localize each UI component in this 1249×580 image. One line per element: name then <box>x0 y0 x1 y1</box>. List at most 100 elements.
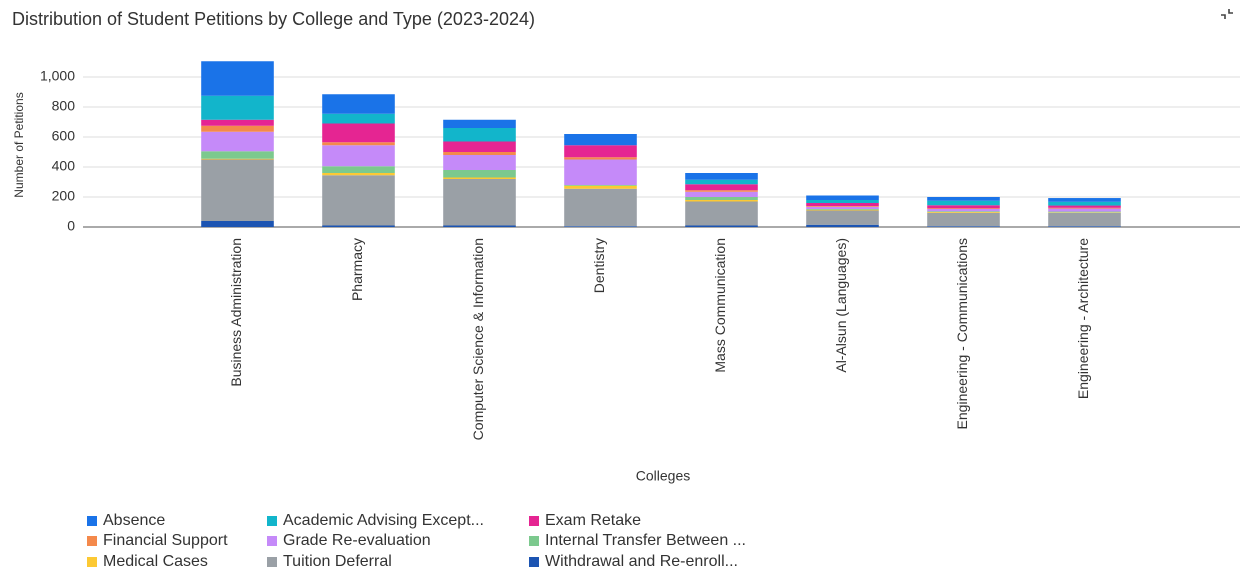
bar-segment <box>322 166 395 173</box>
legend-item: Internal Transfer Between ... <box>529 532 746 549</box>
bar-segment <box>201 159 274 221</box>
bar-segment <box>685 201 758 226</box>
y-tick-label: 600 <box>52 128 76 144</box>
bar-segment <box>564 185 637 189</box>
y-tick-label: 1,000 <box>40 68 75 84</box>
bar-segment <box>564 188 637 227</box>
bar-segment <box>927 209 1000 212</box>
bar-segment <box>564 145 637 158</box>
bar-segment <box>927 197 1000 201</box>
legend-label: Grade Re-evaluation <box>283 532 431 549</box>
bar-segment <box>1048 205 1121 208</box>
x-tick-label: Engineering - Architecture <box>1075 238 1091 399</box>
bar-segment <box>322 123 395 143</box>
bar-segment <box>564 157 637 160</box>
x-tick-label: Mass Communication <box>712 238 728 373</box>
legend-item: Tuition Deferral <box>267 553 392 570</box>
legend-swatch <box>529 516 539 526</box>
legend-item: Exam Retake <box>529 512 641 529</box>
y-tick-label: 200 <box>52 188 76 204</box>
y-axis-label: Number of Petitions <box>12 92 26 197</box>
bar-segment <box>564 134 637 146</box>
bar-segment <box>685 191 758 197</box>
bar-segment <box>927 200 1000 206</box>
bar-segment <box>443 179 516 226</box>
legend-swatch <box>529 557 539 567</box>
bar-segment <box>927 205 1000 209</box>
legend-item: Absence <box>87 512 165 529</box>
x-tick-label: Pharmacy <box>349 238 365 301</box>
bar-segment <box>201 151 274 159</box>
legend-swatch <box>87 536 97 546</box>
x-tick-label: Engineering - Communications <box>954 238 970 429</box>
bar-segment <box>1048 198 1121 202</box>
legend-swatch <box>87 557 97 567</box>
x-tick-label: Dentistry <box>591 238 607 293</box>
bar-segment <box>322 175 395 226</box>
bar-segment <box>685 184 758 191</box>
bar-segment <box>201 95 274 120</box>
x-axis-label: Colleges <box>636 468 690 484</box>
bar-segment <box>806 209 879 210</box>
legend-label: Financial Support <box>103 532 228 549</box>
bar-segment <box>927 208 1000 209</box>
minimize-icon[interactable] <box>1221 9 1233 19</box>
bar-segment <box>685 225 758 227</box>
bar-segment <box>322 173 395 176</box>
legend-swatch <box>87 516 97 526</box>
bar-segment <box>806 209 879 211</box>
legend-item: Medical Cases <box>87 553 208 570</box>
bar-segment <box>1048 208 1121 212</box>
bar-segment <box>927 212 1000 213</box>
bar-segment <box>1048 201 1121 206</box>
x-tick-label: Al-Alsun (Languages) <box>833 238 849 373</box>
legend-label: Academic Advising Except... <box>283 512 484 529</box>
bar-segment <box>806 206 879 207</box>
legend-label: Medical Cases <box>103 553 208 570</box>
y-tick-label: 0 <box>67 218 75 234</box>
bar-segment <box>927 226 1000 227</box>
bar-segment <box>322 94 395 114</box>
bar-segment <box>201 131 274 152</box>
bar-segment <box>806 206 879 209</box>
legend-swatch <box>267 516 277 526</box>
bar-segment <box>806 210 879 225</box>
bar-segment <box>927 211 1000 212</box>
bar-segment <box>201 221 274 227</box>
bar-segment <box>443 225 516 227</box>
legend-label: Withdrawal and Re-enroll... <box>545 553 738 570</box>
bar-segment <box>685 200 758 202</box>
bar-segment <box>443 170 516 178</box>
y-tick-label: 400 <box>52 158 76 174</box>
bar-segment <box>443 119 516 128</box>
bar-segment <box>564 226 637 227</box>
legend-swatch <box>267 557 277 567</box>
bar-segment <box>806 195 879 200</box>
bar-segment <box>443 155 516 170</box>
bar-segment <box>806 200 879 203</box>
bar-segment <box>1048 211 1121 213</box>
bar-segment <box>564 159 637 185</box>
bar-segment <box>685 190 758 192</box>
bar-segment <box>685 173 758 180</box>
legend-swatch <box>267 536 277 546</box>
bar-segment <box>1048 226 1121 227</box>
legend-item: Academic Advising Except... <box>267 512 484 529</box>
bar-segment <box>927 212 1000 227</box>
legend-item: Financial Support <box>87 532 228 549</box>
bar-segment <box>685 179 758 185</box>
y-tick-label: 800 <box>52 98 76 114</box>
bar-segment <box>443 141 516 152</box>
bar-segment <box>1048 212 1121 227</box>
legend-item: Grade Re-evaluation <box>267 532 431 549</box>
bar-segment <box>201 125 274 132</box>
bar-segment <box>1048 207 1121 209</box>
x-tick-label: Business Administration <box>228 238 244 387</box>
legend-label: Internal Transfer Between ... <box>545 532 746 549</box>
legend-label: Exam Retake <box>545 512 641 529</box>
bar-segment <box>322 225 395 227</box>
bar-segment <box>201 119 274 126</box>
bar-segment <box>443 128 516 142</box>
bar-segment <box>806 203 879 206</box>
bar-segment <box>201 158 274 160</box>
